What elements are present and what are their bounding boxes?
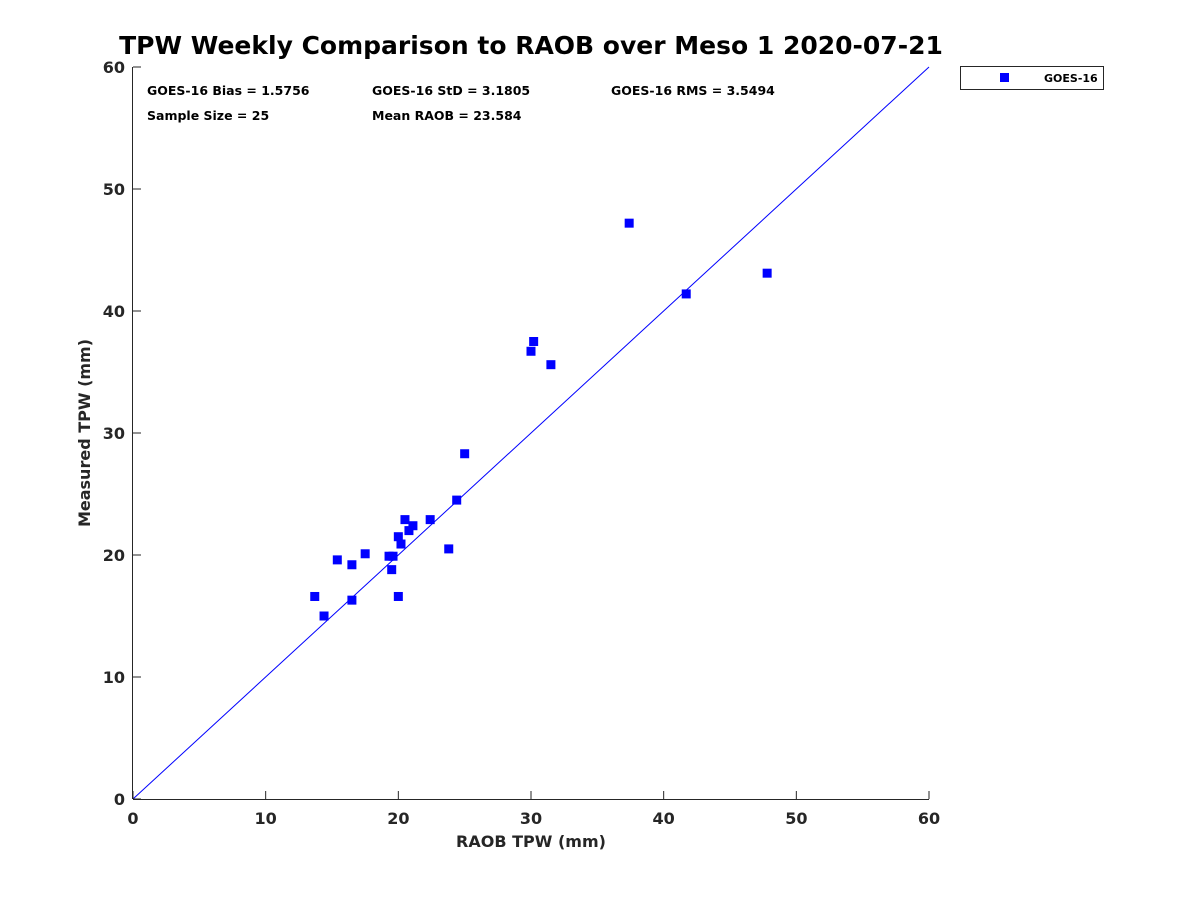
x-tick-label: 20 — [387, 809, 409, 828]
legend-label-goes16: GOES-16 — [1044, 72, 1098, 85]
data-point — [396, 539, 406, 549]
x-axis-ticks: 0 10 20 30 40 50 60 — [127, 791, 940, 828]
data-point — [310, 591, 320, 601]
x-tick-label: 60 — [918, 809, 940, 828]
data-point — [546, 360, 556, 370]
data-point — [393, 591, 403, 601]
data-point — [425, 515, 435, 525]
stat-std: GOES-16 StD = 3.1805 — [372, 83, 530, 98]
data-point — [681, 289, 691, 299]
x-tick-label: 40 — [653, 809, 675, 828]
y-tick-label: 10 — [103, 668, 125, 687]
x-tick-label: 0 — [127, 809, 138, 828]
stat-rms: GOES-16 RMS = 3.5494 — [611, 83, 775, 98]
data-point — [347, 560, 357, 570]
data-point — [762, 268, 772, 278]
data-points — [310, 218, 772, 621]
stat-bias: GOES-16 Bias = 1.5756 — [147, 83, 310, 98]
y-tick-label: 0 — [114, 790, 125, 809]
plot-area: 0 10 20 30 40 50 60 0 10 20 30 40 50 60 — [103, 58, 940, 828]
x-tick-label: 30 — [520, 809, 542, 828]
stat-sample-size: Sample Size = 25 — [147, 108, 269, 123]
y-tick-label: 50 — [103, 180, 125, 199]
data-point — [319, 611, 329, 621]
y-axis-ticks: 0 10 20 30 40 50 60 — [103, 58, 141, 809]
data-point — [452, 495, 462, 505]
legend-swatch-goes16 — [1000, 73, 1009, 82]
data-point — [444, 544, 454, 554]
y-tick-label: 40 — [103, 302, 125, 321]
data-point — [393, 532, 403, 542]
x-axis-label: RAOB TPW (mm) — [456, 832, 606, 851]
data-point — [360, 549, 370, 559]
data-point — [332, 555, 342, 565]
y-tick-label: 20 — [103, 546, 125, 565]
data-point — [460, 449, 470, 459]
legend: GOES-16 — [960, 66, 1104, 90]
data-point — [400, 515, 410, 525]
data-point — [347, 595, 357, 605]
y-tick-label: 30 — [103, 424, 125, 443]
data-point — [387, 565, 397, 575]
data-point — [408, 521, 418, 531]
stats-annotations: GOES-16 Bias = 1.5756 GOES-16 StD = 3.18… — [147, 83, 775, 123]
x-tick-label: 10 — [255, 809, 277, 828]
stat-mean-raob: Mean RAOB = 23.584 — [372, 108, 522, 123]
legend-box — [960, 66, 1104, 90]
x-tick-label: 50 — [785, 809, 807, 828]
data-point — [526, 346, 536, 356]
data-point — [624, 218, 634, 228]
y-tick-label: 60 — [103, 58, 125, 77]
data-point — [529, 337, 539, 346]
data-point — [404, 526, 414, 536]
chart-title: TPW Weekly Comparison to RAOB over Meso … — [119, 31, 943, 60]
y-axis-label: Measured TPW (mm) — [75, 339, 94, 527]
data-point — [388, 551, 398, 561]
one-to-one-line — [132, 66, 930, 800]
